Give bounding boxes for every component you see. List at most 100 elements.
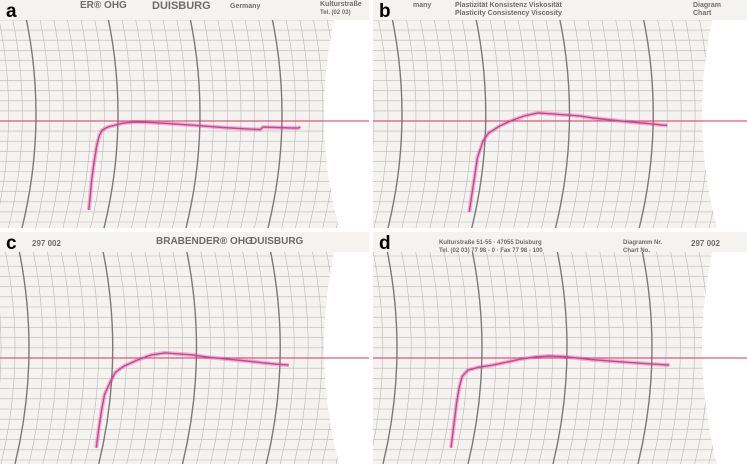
grid-arc (457, 0, 473, 228)
grid-arc (611, 0, 626, 228)
grid-arc (281, 0, 296, 228)
grid-arc (240, 0, 255, 228)
grid-arc-major (554, 0, 571, 228)
grid-arc (168, 232, 183, 464)
header-text: Diagram (693, 2, 721, 9)
grid-arc (425, 232, 440, 464)
grid-arc (396, 232, 412, 464)
panel-label: d (379, 233, 391, 254)
series-line (450, 355, 670, 448)
grid-arc (172, 0, 187, 228)
grid-arc (76, 0, 91, 228)
series-trace-band (449, 354, 670, 449)
grid-arc (126, 232, 141, 464)
grid-arc (485, 0, 501, 228)
grid-arc (453, 232, 469, 464)
header-text: Tel. (02 03) (320, 10, 351, 16)
chart-d: Kulturstraße 51-55 · 47055 Duisburg Tel. … (373, 232, 747, 464)
grid-arc (112, 232, 128, 464)
grid-arc (308, 0, 324, 228)
paper-edge (702, 232, 747, 464)
grid-arc (680, 232, 695, 464)
grid-arc (443, 0, 459, 228)
grid-arc (666, 0, 682, 228)
header-text: Chart (693, 10, 712, 17)
header-text: Diagramm Nr. (623, 240, 662, 246)
chart-b: many Plastizität Konsistenz ViskositätPla… (373, 0, 747, 228)
series-trace-band (467, 110, 668, 213)
header-text: Kulturstraße (320, 1, 362, 8)
header-text: DUISBURG (152, 0, 211, 12)
grid-arc (401, 0, 417, 228)
grid-arc (8, 0, 23, 228)
grid-arc (90, 0, 105, 228)
grid-arc-major (181, 232, 198, 464)
grid-arc (154, 232, 169, 464)
grid-arc (666, 232, 681, 464)
grid-arc-major (467, 232, 483, 464)
panel-b: b many Plastizität Konsistenz Viskosität P… (373, 0, 747, 228)
grid-arc-major (21, 0, 37, 228)
grid-arc (307, 232, 323, 464)
header-text: Plastizität Konsistenz Viskosität (455, 2, 563, 9)
grid-arc-major (552, 232, 568, 464)
paper-edge (324, 0, 369, 228)
grid-arc (210, 232, 225, 464)
grid-arc (513, 0, 528, 228)
grid-arc-major (265, 232, 281, 464)
series-line (95, 352, 289, 448)
grid-arc (140, 232, 155, 464)
grid-arc (411, 232, 426, 464)
grid-arc (652, 0, 668, 228)
grid-arc (0, 22, 9, 206)
grid-arc (117, 0, 132, 228)
grid-arc (499, 0, 514, 228)
header-strip (373, 232, 747, 252)
panel-a: a ER® OHG DUISBURG Germany Kulturstraße Tel.… (0, 0, 369, 228)
grid-arc (566, 232, 582, 464)
grid-arc (609, 232, 624, 464)
grid-arc (538, 232, 554, 464)
grid-arc-major (471, 0, 487, 228)
grid-arc-major (387, 0, 403, 228)
grid-arc (510, 232, 525, 464)
panel-label: b (379, 1, 391, 22)
grid-arc (415, 0, 431, 228)
chart-a: ER® OHG DUISBURG Germany Kulturstraße Tel. (… (0, 0, 369, 228)
header-strip (373, 0, 747, 20)
grid-arc (373, 249, 384, 447)
grid-arc (373, 0, 389, 228)
grid-arc (293, 232, 309, 464)
grid-arc (651, 232, 667, 464)
grid-arc (295, 0, 310, 228)
grid-arc (595, 232, 610, 464)
grid-arc (254, 0, 269, 228)
header-text: many (413, 2, 431, 9)
grid-arc (481, 232, 497, 464)
grid-arc-major (638, 0, 654, 228)
grid-arc (524, 232, 539, 464)
grid-arc (196, 232, 211, 464)
grid-arc-major (185, 0, 201, 228)
grid-arc-major (267, 0, 283, 228)
grid-arc-major (637, 232, 653, 464)
paper-edge (324, 232, 369, 464)
header-strip (0, 0, 369, 20)
grid-arc (70, 232, 86, 464)
grid-arc (496, 232, 511, 464)
series-line (88, 121, 301, 210)
series-trace-band (94, 350, 289, 449)
panel-c: c 297 002 BRABENDER® OHG DUISBURG (0, 232, 369, 464)
grid-arc (583, 0, 598, 228)
chart-grid (0, 232, 369, 464)
panel-label: a (6, 1, 17, 22)
grid-arc (224, 232, 239, 464)
grid-arc-major (382, 232, 398, 464)
grid-arc (226, 0, 242, 228)
grid-arc (84, 232, 100, 464)
chart-grid (373, 232, 747, 464)
grid-arc (279, 232, 295, 464)
series-trace-band (86, 120, 302, 211)
grid-arc (373, 78, 375, 150)
grid-arc (0, 312, 2, 384)
